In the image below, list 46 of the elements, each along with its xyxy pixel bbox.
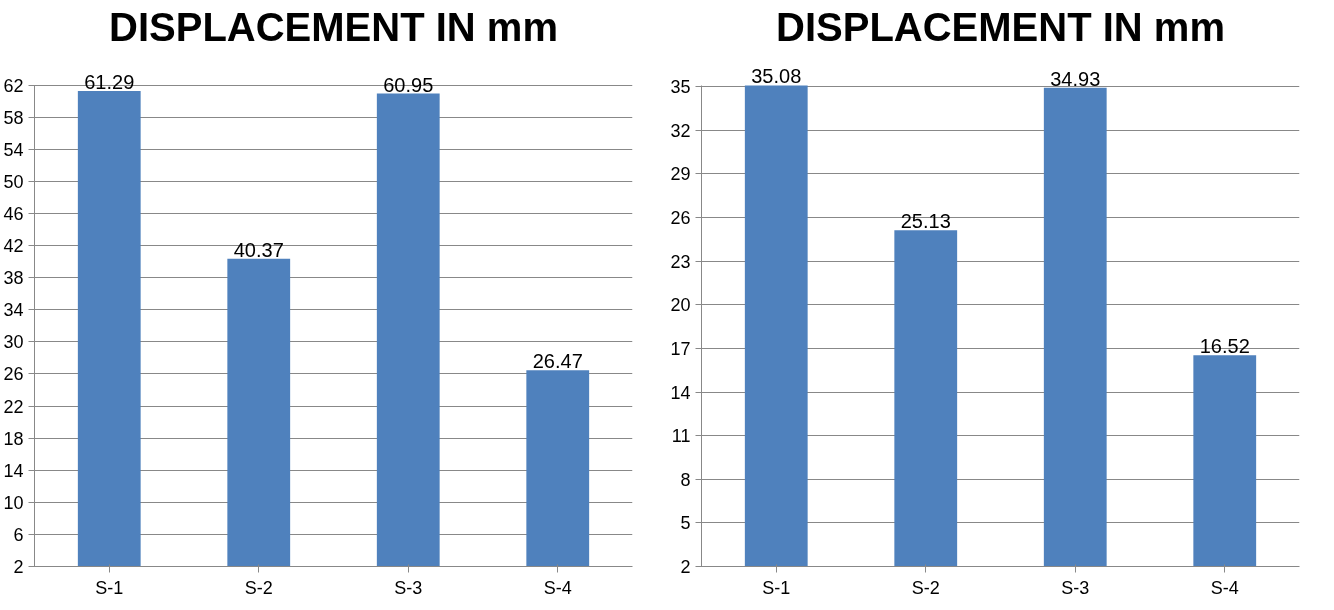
y-tick-label: 26 [3,364,24,385]
y-tick-label: 10 [3,492,24,513]
y-tick-label: 30 [3,332,24,353]
data-label: 61.29 [84,70,135,93]
x-tick-label: S-3 [1061,577,1090,598]
y-tick-label: 26 [670,208,691,229]
data-label: 26.47 [532,350,583,373]
data-label: 34.93 [1050,67,1101,90]
x-tick-label: S-3 [394,577,423,598]
y-tick-label: 42 [3,236,24,257]
y-tick-label: 34 [3,300,24,321]
x-tick-label: S-1 [95,577,124,598]
y-tick-label: 14 [3,460,24,481]
y-tick-label: 14 [670,382,691,403]
data-label: 16.52 [1199,335,1250,358]
data-label: 40.37 [233,238,284,261]
x-tick-label: S-1 [762,577,791,598]
y-tick-label: 58 [3,107,24,128]
x-tick-label: S-2 [244,577,273,598]
y-tick-label: 17 [670,338,691,359]
y-tick-label: 22 [3,396,24,417]
y-tick-label: 50 [3,171,24,192]
x-tick-label: S-4 [1210,577,1239,598]
y-tick-label: 62 [3,75,24,96]
data-label: 35.08 [751,65,802,88]
y-tick-label: 54 [3,139,24,160]
y-tick-label: 6 [13,524,24,545]
y-tick-label: 8 [680,469,691,490]
y-tick-label: 29 [670,164,691,185]
chart-title: DISPLACEMENT IN mm [776,5,1225,49]
y-tick-label: 20 [670,295,691,316]
y-tick-label: 38 [3,268,24,289]
y-tick-label: 11 [671,426,691,447]
x-tick-label: S-4 [543,577,572,598]
data-label: 60.95 [383,73,434,96]
y-tick-label: 5 [680,513,691,534]
data-label: 25.13 [900,210,951,233]
y-tick-label: 2 [680,557,691,577]
y-tick-label: 23 [670,251,691,272]
y-tick-label: 46 [3,204,24,225]
y-tick-label: 32 [670,120,691,141]
x-tick-label: S-2 [911,577,940,598]
y-tick-label: 18 [3,428,24,449]
y-tick-label: 2 [13,557,24,577]
y-tick-label: 35 [670,77,691,98]
chart-title: DISPLACEMENT IN mm [109,5,558,49]
